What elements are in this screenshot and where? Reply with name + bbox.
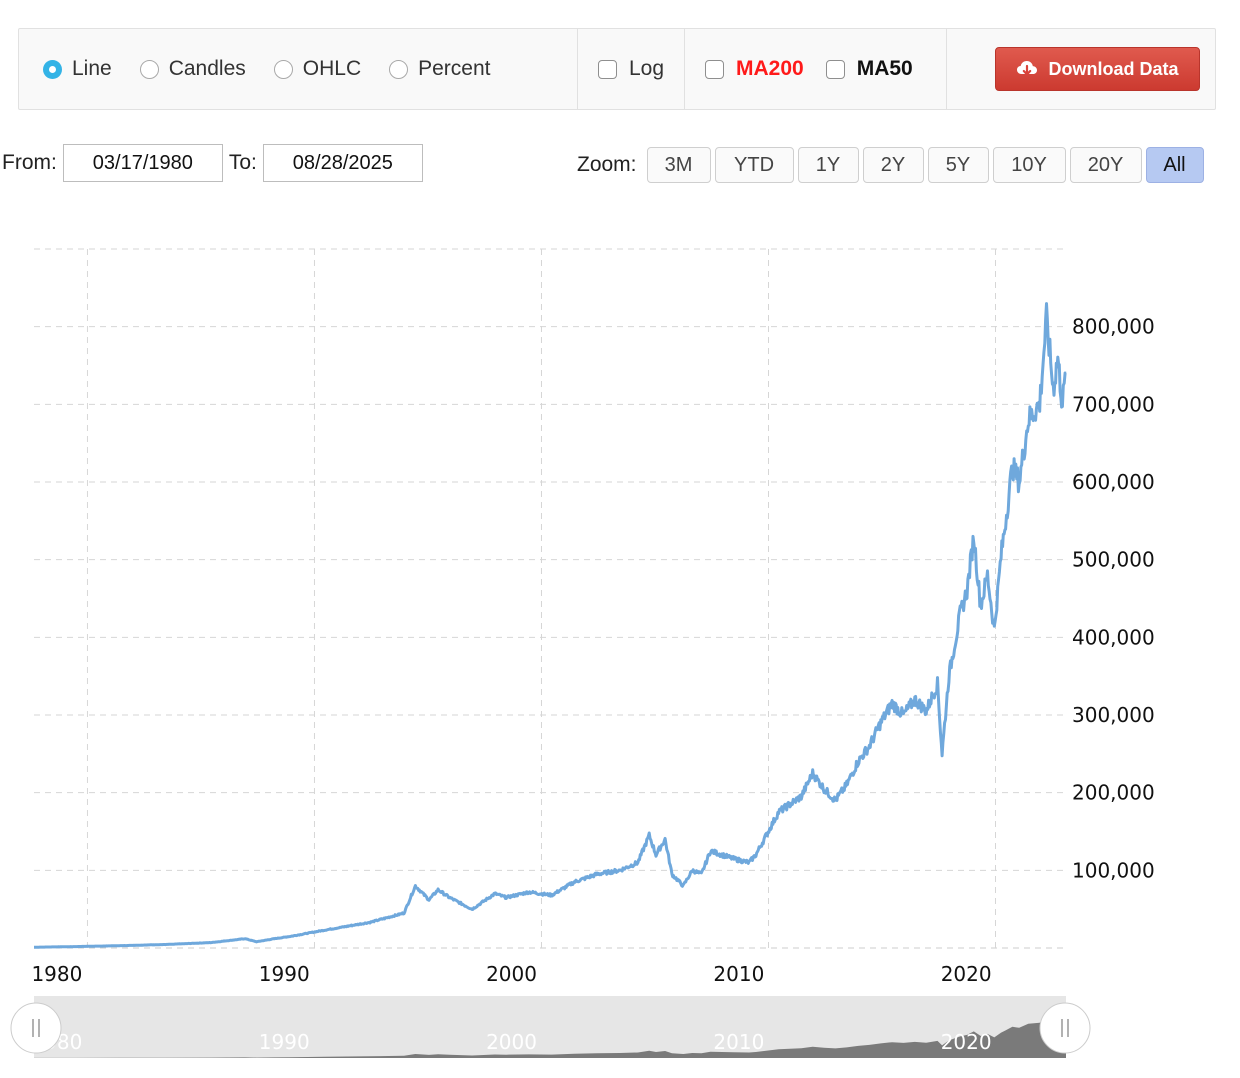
log-label: Log [628,57,665,80]
chart-type-ohlc-label: OHLC [302,57,362,80]
moving-average-group: MA200 MA50 [685,29,947,109]
to-date-input[interactable] [262,144,423,182]
y-tick-label: 300,000 [1072,703,1155,727]
date-range: From: To: [2,144,429,182]
y-tick-label: 400,000 [1072,625,1155,649]
log-toggle[interactable]: Log [597,57,665,81]
ma50-toggle[interactable]: MA50 [825,57,913,81]
navigator-tick-label: 2010 [713,1030,764,1054]
chart-type-candles[interactable]: Candles [139,57,246,81]
navigator-right-handle[interactable] [1039,1002,1091,1054]
line-radio[interactable] [43,59,62,79]
percent-radio[interactable] [389,59,409,79]
ma200-checkbox[interactable] [705,59,724,79]
candles-radio[interactable] [139,59,159,79]
chart-type-line-label: Line [72,57,112,80]
navigator-tick-label: 2000 [486,1030,537,1054]
series-line [33,302,1067,949]
download-data-label: Download Data [1048,58,1179,79]
from-label: From: [2,151,57,174]
y-tick-label: 600,000 [1072,470,1155,494]
zoom-5y-button[interactable]: 5Y [927,147,989,183]
zoom-ytd-button[interactable]: YTD [714,147,794,183]
x-tick-label: 1990 [259,962,310,986]
ma50-checkbox[interactable] [825,59,845,79]
chart-type-group: Line Candles OHLC Percent [19,29,578,109]
from-date-input[interactable] [62,144,223,182]
to-label: To: [228,151,257,174]
x-tick-label: 2000 [486,962,537,986]
chart-grid [34,248,1066,949]
zoom-1y-button[interactable]: 1Y [797,147,859,183]
y-axis: 100,000 200,000 300,000 400,000 500,000 600,0… [1072,315,1155,883]
ma200-label: MA200 [736,57,804,80]
x-tick-label: 1980 [31,962,82,986]
chart-toolbar: Line Candles OHLC Percent Log [18,28,1216,110]
zoom-3m-button[interactable]: 3M [646,147,711,183]
navigator-tick-label: 1990 [259,1030,310,1054]
navigator-left-handle[interactable] [10,1002,62,1054]
chart-type-line[interactable]: Line [43,57,112,81]
navigator-tick-label: 2020 [941,1030,992,1054]
download-data-button[interactable]: Download Data [995,47,1200,91]
y-tick-label: 700,000 [1072,392,1155,416]
x-axis: 1980 1990 2000 2010 2020 [31,962,991,986]
chart-type-percent[interactable]: Percent [389,57,491,81]
zoom-label: Zoom: [577,153,637,176]
x-tick-label: 2020 [941,962,992,986]
navigator-series-area [34,1017,1066,1058]
chart-type-ohlc[interactable]: OHLC [273,57,362,81]
y-tick-label: 100,000 [1072,858,1155,882]
zoom-10y-button[interactable]: 10Y [992,147,1066,183]
zoom-all-button[interactable]: All [1145,147,1204,183]
download-group: Download Data [947,29,1215,109]
y-tick-label: 800,000 [1072,315,1155,339]
ma50-label: MA50 [856,57,913,80]
zoom-20y-button[interactable]: 20Y [1069,147,1142,183]
chart-type-percent-label: Percent [418,57,491,80]
ma200-toggle[interactable]: MA200 [705,57,804,81]
cloud-download-icon [1017,61,1038,76]
zoom-2y-button[interactable]: 2Y [862,147,924,183]
log-checkbox[interactable] [597,59,617,79]
ohlc-radio[interactable] [273,59,293,79]
zoom-controls: Zoom: 3M YTD 1Y 2Y 5Y 10Y 20Y All [577,146,1208,184]
log-scale-group: Log [578,29,685,109]
y-tick-label: 200,000 [1072,781,1155,805]
chart-type-candles-label: Candles [168,57,246,80]
y-tick-label: 500,000 [1072,548,1155,572]
x-tick-label: 2010 [713,962,764,986]
